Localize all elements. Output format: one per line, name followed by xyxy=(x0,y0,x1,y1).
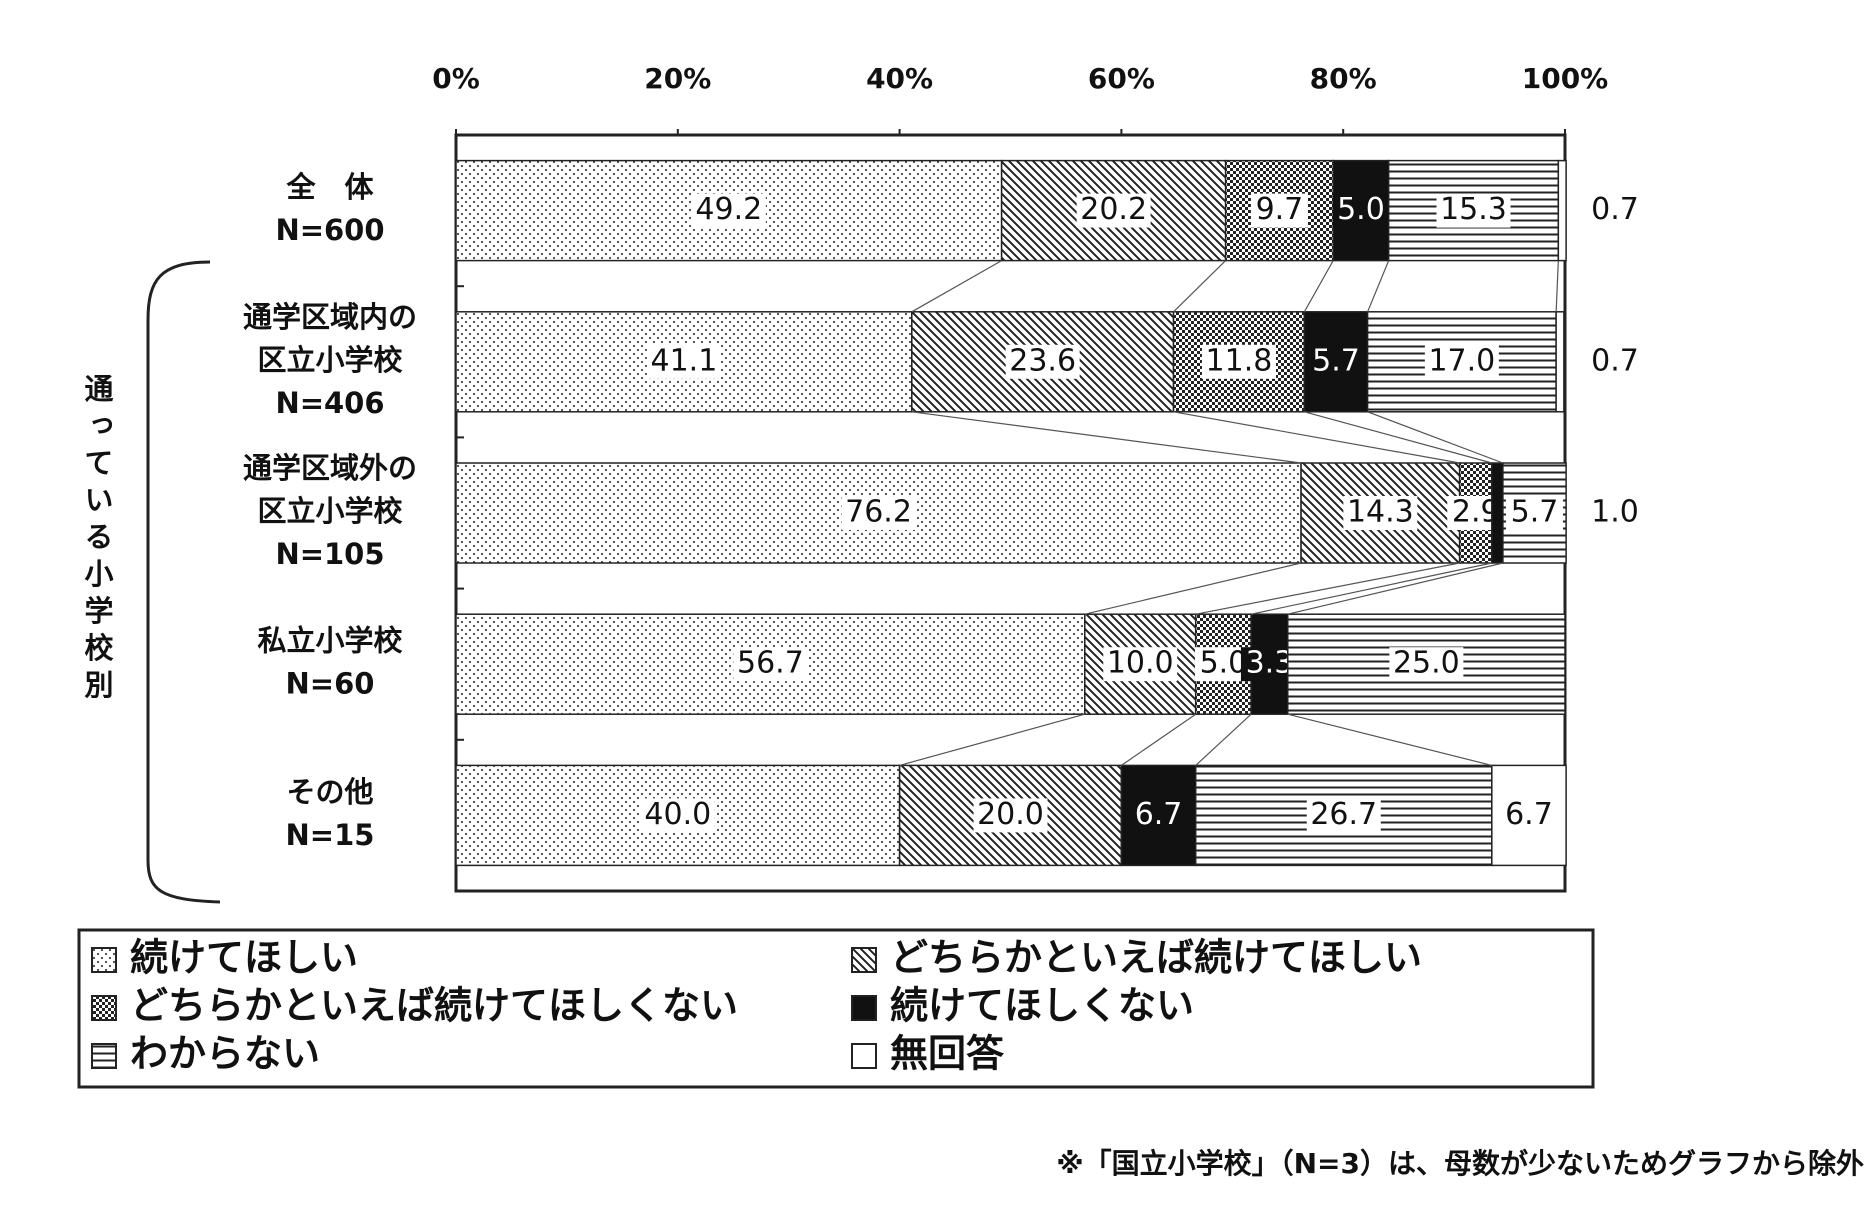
label-bg xyxy=(691,193,766,228)
connector-line xyxy=(1173,411,1460,464)
connector-line xyxy=(1367,260,1390,313)
connector-line xyxy=(1121,713,1197,766)
connector-line xyxy=(1367,411,1504,464)
connector-line xyxy=(1195,713,1252,766)
value-label: 41.1 xyxy=(651,343,718,378)
value-label: 17.0 xyxy=(1428,343,1495,378)
value-label: 5.0 xyxy=(1337,192,1385,227)
x-tick-label: 0% xyxy=(432,62,480,95)
connector-line xyxy=(899,713,1085,766)
legend-label: どちらかといえば続けてほしい xyxy=(890,936,1422,980)
label-bg xyxy=(1103,647,1178,682)
value-label: 5.0 xyxy=(1200,646,1248,681)
value-label: 3.3 xyxy=(1246,646,1294,681)
x-tick-label: 20% xyxy=(644,62,711,95)
legend-label: わからない xyxy=(130,1032,320,1076)
legend-label: 続けてほしくない xyxy=(890,984,1194,1028)
connector-line xyxy=(1287,562,1504,615)
category-label: 私立小学校 N=60 xyxy=(257,624,402,701)
label-bg xyxy=(1201,344,1276,379)
value-label: 0.7 xyxy=(1591,343,1639,378)
value-label: 20.0 xyxy=(977,797,1044,832)
bar-segment xyxy=(1557,159,1567,262)
label-bg xyxy=(1424,344,1499,379)
bar-segment xyxy=(1555,311,1565,413)
label-bg xyxy=(1306,798,1381,833)
value-label: 23.6 xyxy=(1009,343,1076,378)
label-bg xyxy=(1343,496,1418,530)
connector-line xyxy=(911,260,1002,313)
legend xyxy=(77,928,1595,1089)
x-tick-label: 40% xyxy=(866,62,933,95)
bar-segment xyxy=(455,613,1086,715)
legend-swatch xyxy=(91,995,117,1021)
group-label: 通っている小学校別 xyxy=(80,374,114,707)
value-label: 5.7 xyxy=(1312,343,1360,378)
label-bg xyxy=(1076,193,1151,228)
value-label: 11.8 xyxy=(1206,343,1273,378)
connector-line xyxy=(1251,562,1492,615)
category-label: 通学区域内の区立小学校 N=406 xyxy=(243,300,417,420)
connector-line xyxy=(1173,260,1227,313)
connector-line xyxy=(1303,260,1334,313)
label-bg xyxy=(841,496,916,530)
value-label: 6.7 xyxy=(1505,797,1553,832)
value-label: 1.0 xyxy=(1591,495,1639,530)
value-label: 0.7 xyxy=(1591,192,1639,227)
value-label: 26.7 xyxy=(1310,797,1377,832)
legend-swatch xyxy=(91,947,117,973)
connector-line xyxy=(1555,260,1559,312)
value-label: 25.0 xyxy=(1393,646,1460,681)
label-bg xyxy=(1005,344,1080,379)
value-label: 20.2 xyxy=(1080,192,1147,227)
legend-label: 続けてほしい xyxy=(130,936,358,980)
value-label: 76.2 xyxy=(845,495,912,530)
label-bg xyxy=(973,798,1048,833)
x-tick-label: 100% xyxy=(1522,62,1609,95)
label-bg xyxy=(1307,344,1365,379)
legend-label: どちらかといえば続けてほしくない xyxy=(130,984,738,1028)
label-bg xyxy=(1332,193,1390,228)
label-bg xyxy=(1506,496,1564,530)
connector-line xyxy=(1287,713,1492,766)
value-label: 40.0 xyxy=(644,797,711,832)
connector-line xyxy=(1084,562,1302,615)
legend-swatch xyxy=(851,1043,877,1069)
legend-swatch xyxy=(91,1043,117,1069)
category-label: 通学区域外の区立小学校 N=105 xyxy=(243,451,417,571)
value-label: 49.2 xyxy=(695,192,762,227)
label-bg xyxy=(1500,798,1558,833)
label-bg xyxy=(1130,798,1188,833)
label-bg xyxy=(733,647,808,682)
bar-segment xyxy=(1491,462,1504,564)
connector-line xyxy=(911,411,1302,464)
label-bg xyxy=(1389,647,1464,682)
connector-line xyxy=(1304,411,1492,464)
label-bg xyxy=(640,798,715,833)
value-label: 56.7 xyxy=(737,646,804,681)
value-label: 9.7 xyxy=(1256,192,1304,227)
bar-segment xyxy=(1224,159,1334,262)
category-label: 全 体 N=600 xyxy=(275,170,384,247)
x-tick-label: 80% xyxy=(1310,62,1377,95)
value-label: 5.7 xyxy=(1511,495,1559,530)
footnote: ※「国立小学校」（N=3）は、母数が少ないためグラフから除外 xyxy=(1056,1147,1864,1180)
value-label: 10.0 xyxy=(1107,646,1174,681)
legend-label: 無回答 xyxy=(890,1032,1005,1076)
category-label: その他 N=15 xyxy=(286,775,375,852)
x-tick-label: 60% xyxy=(1088,62,1155,95)
value-label: 6.7 xyxy=(1135,797,1183,832)
value-label: 14.3 xyxy=(1347,495,1414,530)
legend-swatch xyxy=(851,947,877,973)
label-bg xyxy=(1250,193,1308,228)
label-bg xyxy=(646,344,721,379)
value-label: 15.3 xyxy=(1440,192,1507,227)
connector-line xyxy=(1195,562,1460,615)
label-bg xyxy=(1436,193,1511,228)
group-brace xyxy=(146,260,221,904)
legend-swatch xyxy=(851,995,877,1021)
